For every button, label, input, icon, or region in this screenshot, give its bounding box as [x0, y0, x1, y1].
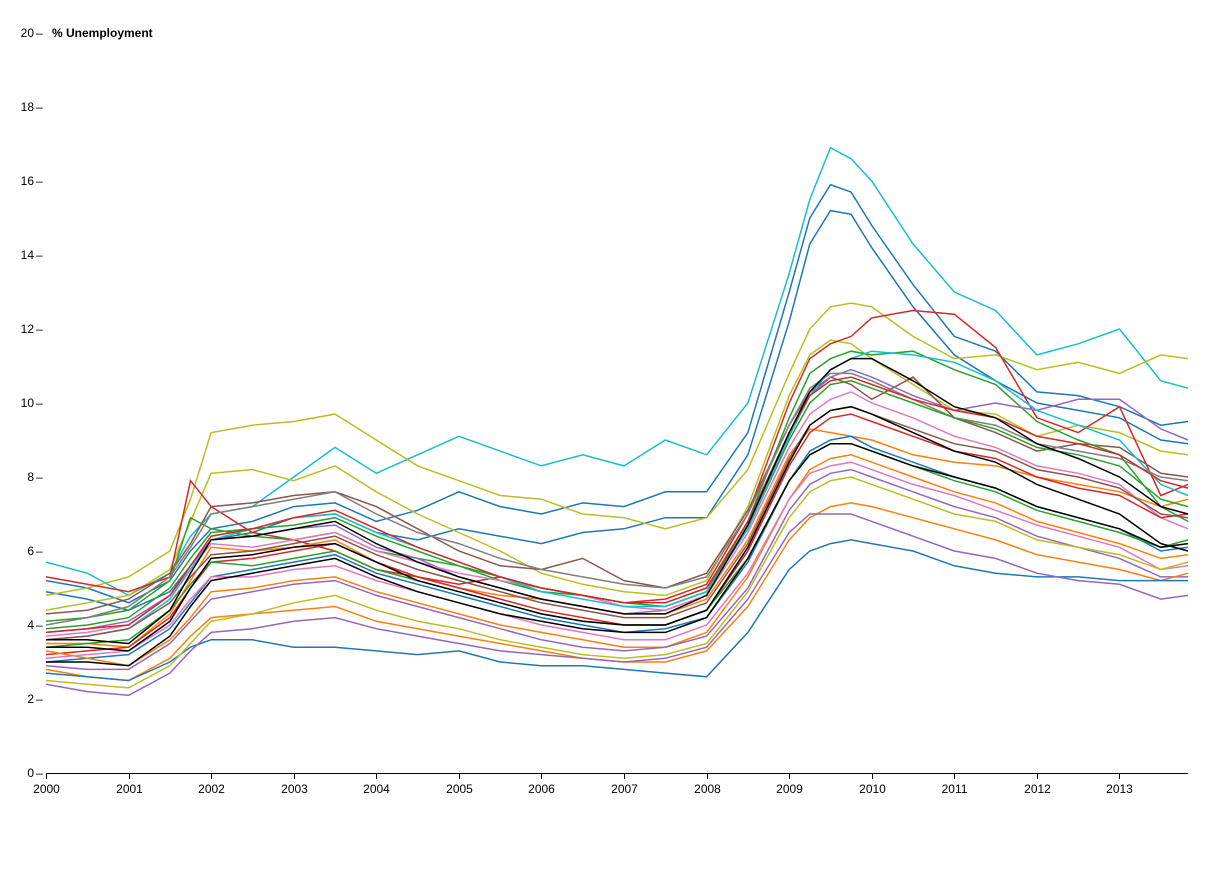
- y-tick-mark: –: [36, 26, 43, 40]
- y-tick-mark: –: [36, 470, 43, 484]
- series-line-12: [45, 372, 1189, 626]
- x-tick: 2013: [1106, 773, 1133, 796]
- series-line-23: [45, 539, 1188, 682]
- y-tick-mark: –: [36, 692, 43, 706]
- y-tick-label: 20: [21, 26, 35, 40]
- x-tick-label: 2006: [528, 782, 555, 796]
- y-tick-label: 10: [21, 396, 35, 410]
- series-line-26: [45, 376, 1189, 634]
- series-line-28: [46, 405, 1189, 652]
- series-line-2: [45, 183, 1189, 604]
- series-line-17: [45, 454, 1189, 667]
- x-tick: 2002: [198, 773, 225, 796]
- x-tick: 2008: [694, 773, 721, 796]
- series-line-22: [45, 502, 1189, 682]
- x-tick: 2001: [116, 773, 143, 796]
- y-tick-mark: –: [36, 544, 43, 558]
- x-tick-label: 2002: [198, 782, 225, 796]
- x-tick: 2010: [859, 773, 886, 796]
- series-line-20: [45, 461, 1189, 660]
- y-tick: 16–: [21, 174, 43, 188]
- series-layer: [45, 146, 1189, 697]
- series-line-25: [45, 476, 1189, 689]
- x-tick-label: 2001: [116, 782, 143, 796]
- series-line-14: [45, 350, 1189, 641]
- y-tick-mark: –: [36, 396, 43, 410]
- y-axis-label: % Unemployment: [52, 26, 153, 40]
- y-tick: 2–: [27, 692, 43, 706]
- y-tick-label: 6: [27, 544, 34, 558]
- x-tick: 2011: [942, 773, 968, 796]
- y-tick: 10–: [21, 396, 43, 410]
- y-tick-mark: –: [36, 100, 43, 114]
- x-tick: 2000: [33, 773, 60, 796]
- y-tick: 14–: [21, 248, 43, 262]
- series-line-29: [46, 442, 1189, 667]
- series-line-21: [45, 405, 1189, 641]
- y-tick-label: 0: [27, 766, 34, 780]
- x-tick: 2009: [776, 773, 803, 796]
- y-tick: 6–: [27, 544, 43, 558]
- series-line-4: [45, 302, 1189, 597]
- y-tick-label: 14: [21, 248, 35, 262]
- y-tick-mark: –: [36, 618, 43, 632]
- y-tick: 20–: [21, 26, 43, 40]
- x-tick: 2006: [528, 773, 555, 796]
- series-line-18: [45, 468, 1188, 671]
- y-tick-label: 8: [27, 470, 34, 484]
- series-line-6: [45, 309, 1189, 604]
- y-tick-label: 4: [27, 618, 34, 632]
- x-tick-label: 2004: [363, 782, 390, 796]
- x-tick-label: 2000: [33, 782, 60, 796]
- y-tick-label: 2: [27, 692, 34, 706]
- y-tick: 4–: [27, 618, 43, 632]
- x-tick-label: 2013: [1106, 782, 1133, 796]
- y-tick: 18–: [21, 100, 43, 114]
- x-tick-label: 2011: [942, 782, 968, 796]
- y-tick-mark: –: [36, 248, 43, 262]
- series-line-7: [45, 376, 1189, 615]
- y-tick: 12–: [21, 322, 43, 336]
- x-tick: 2004: [363, 773, 390, 796]
- series-line-11: [45, 391, 1189, 637]
- x-tick-label: 2007: [611, 782, 638, 796]
- x-tick-label: 2010: [859, 782, 886, 796]
- series-line-3: [45, 209, 1189, 611]
- y-tick-mark: –: [36, 322, 43, 336]
- x-axis: 2000 2001 2002 2003 2004 2005 2006 2007 2008 2009…: [33, 773, 1188, 796]
- x-tick-label: 2008: [694, 782, 721, 796]
- series-line-8: [45, 350, 1189, 623]
- x-tick: 2005: [446, 773, 473, 796]
- series-line-27: [46, 357, 1189, 645]
- x-tick-label: 2003: [281, 782, 308, 796]
- y-tick-label: 12: [21, 322, 35, 336]
- y-tick-mark: –: [36, 766, 43, 780]
- y-tick-mark: –: [36, 174, 43, 188]
- x-tick-label: 2012: [1024, 782, 1051, 796]
- y-tick-label: 18: [21, 100, 35, 114]
- x-tick: 2003: [281, 773, 308, 796]
- y-axis: 0 –2 –4 –6 –8 –10 –12 –14 –16 –18 –20–: [21, 26, 43, 780]
- x-tick-label: 2005: [446, 782, 473, 796]
- x-tick: 2012: [1024, 773, 1051, 796]
- series-line-24: [45, 513, 1189, 697]
- y-tick: 0–: [27, 766, 43, 780]
- y-tick: 8–: [27, 470, 43, 484]
- series-line-16: [45, 435, 1189, 663]
- y-tick-label: 16: [21, 174, 35, 188]
- x-tick-label: 2009: [776, 782, 803, 796]
- series-line-5: [45, 339, 1189, 611]
- x-tick: 2007: [611, 773, 638, 796]
